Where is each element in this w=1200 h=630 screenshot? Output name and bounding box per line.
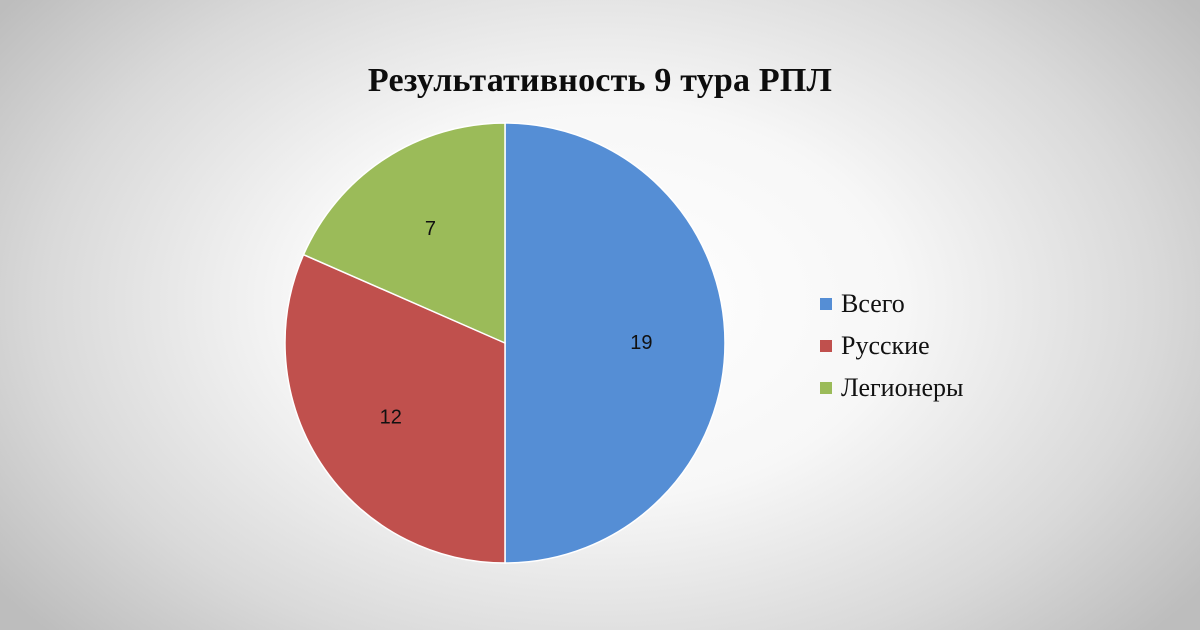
pie-data-labels: 19 12 7 [380, 218, 653, 429]
legend-swatch-russkie [820, 340, 832, 352]
data-label-vsego: 19 [630, 332, 652, 354]
legend-item-vsego: Всего [820, 283, 964, 325]
legend-swatch-vsego [820, 298, 832, 310]
legend-item-russkie: Русские [820, 325, 964, 367]
legend: Всего Русские Легионеры [820, 283, 964, 409]
pie-slices [284, 122, 726, 564]
data-label-russkie: 12 [380, 407, 402, 429]
legend-item-legionery: Легионеры [820, 367, 964, 409]
pie-slice-vsego [504, 122, 726, 564]
pie-slice-russkie [284, 253, 506, 564]
pie-slice-legionery [302, 122, 506, 345]
legend-swatch-legionery [820, 382, 832, 394]
data-label-legionery: 7 [425, 218, 436, 240]
legend-label-legionery: Легионеры [841, 373, 964, 402]
legend-label-russkie: Русские [841, 331, 930, 360]
legend-label-vsego: Всего [841, 289, 905, 318]
chart-title: Результативность 9 тура РПЛ [367, 62, 833, 99]
